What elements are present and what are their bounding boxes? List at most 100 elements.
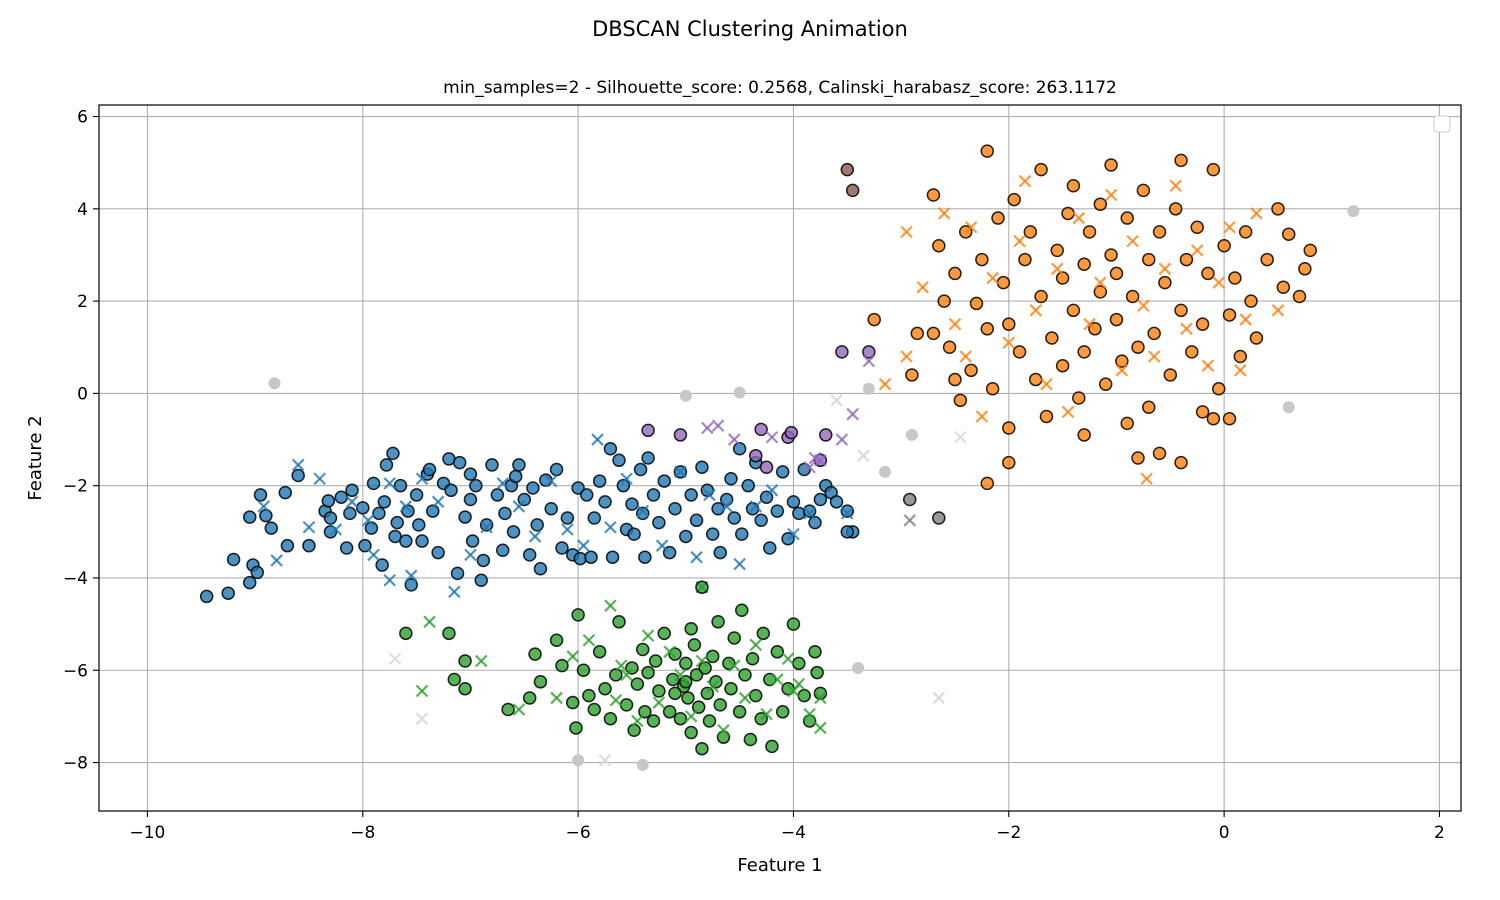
core-point (490, 488, 505, 502)
core-point (603, 711, 618, 726)
core-point (302, 538, 316, 553)
border-point (900, 225, 913, 239)
core-point (498, 506, 512, 521)
border-point (604, 599, 617, 612)
border-point (383, 574, 396, 587)
border-point (841, 507, 854, 520)
core-point (605, 550, 620, 564)
border-point (561, 523, 574, 536)
core-point (732, 442, 747, 456)
core-point (657, 626, 672, 641)
core-point (1206, 412, 1221, 426)
border-point (1061, 405, 1075, 419)
y-tick-label: 6 (77, 108, 88, 128)
border-point (814, 721, 827, 735)
core-point (1104, 248, 1118, 262)
core-point (469, 478, 483, 493)
core-point (199, 589, 214, 604)
border-point (1271, 304, 1285, 317)
border-point (727, 659, 741, 672)
core-point (533, 675, 548, 689)
core-point (641, 451, 655, 465)
core-point (356, 501, 370, 515)
core-point (1179, 252, 1194, 267)
core-point (447, 672, 462, 687)
border-point (652, 696, 666, 709)
core-point (738, 668, 752, 682)
core-point (829, 495, 844, 509)
core-point (985, 382, 1000, 396)
core-point (705, 527, 720, 541)
core-point (343, 506, 357, 521)
core-point (1034, 289, 1048, 304)
border-point (1212, 276, 1226, 289)
noise-point (268, 377, 281, 390)
core-point (948, 372, 962, 387)
core-point (366, 476, 381, 491)
border-point (1002, 336, 1016, 349)
core-point (666, 672, 680, 687)
core-point (763, 541, 777, 555)
border-point (814, 454, 827, 467)
core-point (1061, 206, 1075, 221)
core-point (476, 553, 491, 568)
core-point (652, 515, 666, 530)
core-point (695, 741, 709, 756)
core-point (409, 488, 424, 502)
core-point (775, 705, 790, 719)
core-point (668, 686, 682, 701)
core-point (442, 626, 456, 641)
core-point (431, 545, 445, 560)
core-point (705, 649, 720, 664)
core-point (1244, 294, 1258, 308)
core-point (845, 183, 860, 198)
core-point (226, 552, 241, 567)
border-point (604, 520, 617, 534)
y-axis-label: Feature 2 (25, 415, 46, 500)
core-point (905, 368, 919, 382)
core-point (533, 561, 548, 576)
border-point (1050, 262, 1064, 276)
border-point (738, 691, 752, 705)
core-point (679, 529, 693, 544)
core-point (1131, 451, 1145, 465)
border-point (1234, 364, 1247, 377)
core-point (450, 566, 465, 581)
border-point (1158, 262, 1172, 276)
core-point (1098, 377, 1113, 391)
core-point (1228, 271, 1242, 285)
core-point (749, 688, 763, 703)
core-point (840, 525, 855, 539)
core-point (522, 691, 537, 705)
x-tick-label: 2 (1434, 823, 1445, 843)
core-point (375, 558, 389, 572)
border-point (900, 350, 913, 363)
core-point (691, 700, 706, 714)
core-point (862, 345, 876, 359)
core-point (259, 508, 273, 523)
core-point (681, 691, 695, 705)
noise-point (388, 652, 402, 666)
core-point (684, 488, 698, 502)
border-point (544, 474, 558, 488)
border-point (1018, 174, 1032, 188)
core-point (770, 504, 785, 518)
core-point (1136, 183, 1151, 198)
core-point (587, 702, 602, 717)
border-point (496, 477, 510, 490)
border-point (760, 707, 773, 721)
core-point (1174, 455, 1188, 470)
border-point (1083, 317, 1096, 331)
core-point (689, 513, 704, 528)
core-point (1298, 262, 1312, 276)
core-point (1217, 238, 1231, 253)
core-point (569, 721, 583, 735)
y-tick-label: 0 (77, 384, 88, 404)
core-point (673, 428, 688, 442)
core-point (1115, 354, 1129, 368)
core-point (372, 506, 386, 521)
x-tick-label: −8 (350, 823, 375, 843)
core-point (948, 266, 962, 281)
core-point (1201, 266, 1215, 281)
core-point (465, 534, 480, 548)
